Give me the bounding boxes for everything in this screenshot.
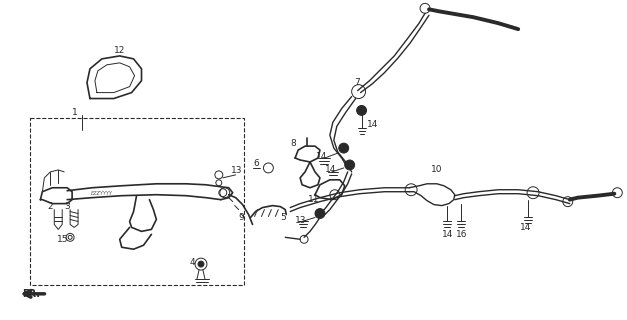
Text: 9: 9 bbox=[239, 213, 245, 222]
Circle shape bbox=[345, 160, 355, 170]
Circle shape bbox=[357, 106, 367, 116]
Text: 13: 13 bbox=[295, 216, 307, 225]
Bar bbox=[31, 118, 244, 285]
Text: 13: 13 bbox=[231, 166, 242, 175]
Text: 14: 14 bbox=[367, 120, 378, 129]
Text: 5: 5 bbox=[280, 213, 286, 222]
Text: 4: 4 bbox=[189, 258, 195, 267]
Text: 12: 12 bbox=[113, 46, 125, 55]
Text: 10: 10 bbox=[431, 165, 443, 174]
Text: 14: 14 bbox=[325, 165, 336, 174]
Text: 2: 2 bbox=[47, 202, 53, 211]
Text: EZZYYYY: EZZYYYY bbox=[91, 191, 113, 196]
Text: 7: 7 bbox=[355, 78, 361, 87]
Text: 6: 6 bbox=[253, 159, 260, 168]
Text: 3: 3 bbox=[64, 202, 70, 211]
Circle shape bbox=[315, 209, 325, 219]
Circle shape bbox=[198, 261, 204, 267]
Text: 14: 14 bbox=[316, 152, 327, 161]
Text: 14: 14 bbox=[442, 230, 453, 239]
Text: 16: 16 bbox=[456, 230, 467, 239]
Circle shape bbox=[339, 143, 349, 153]
Text: FR.: FR. bbox=[23, 289, 41, 299]
Text: 8: 8 bbox=[290, 139, 296, 148]
Text: 11: 11 bbox=[308, 195, 320, 204]
Text: 15: 15 bbox=[57, 235, 69, 244]
Text: 14: 14 bbox=[520, 223, 532, 232]
Text: 1: 1 bbox=[72, 108, 78, 117]
